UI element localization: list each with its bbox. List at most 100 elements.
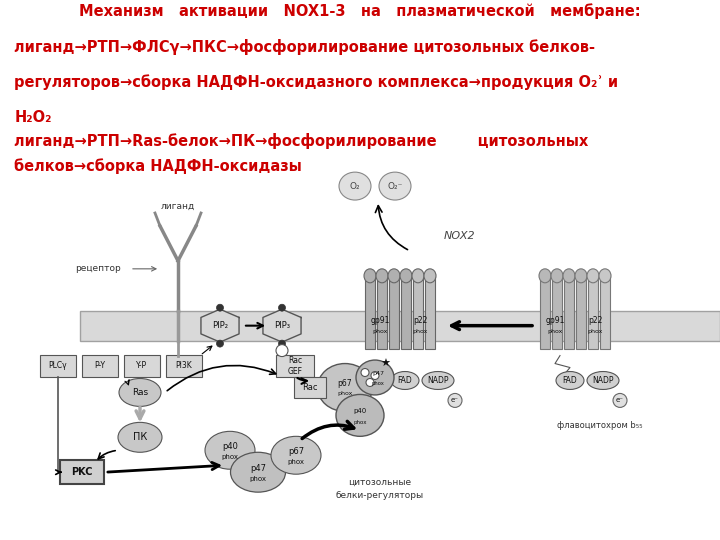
Text: белков→сборка НАДФН-оксидазы: белков→сборка НАДФН-оксидазы bbox=[14, 159, 302, 174]
Ellipse shape bbox=[318, 363, 372, 411]
Text: phox: phox bbox=[372, 381, 384, 386]
Ellipse shape bbox=[279, 304, 286, 311]
Bar bbox=[540, 274, 550, 349]
Polygon shape bbox=[263, 309, 301, 342]
Ellipse shape bbox=[391, 372, 419, 389]
Text: e⁻: e⁻ bbox=[451, 397, 459, 403]
Text: O₂: O₂ bbox=[350, 181, 360, 191]
Ellipse shape bbox=[361, 368, 369, 376]
Bar bbox=[166, 355, 202, 376]
Bar bbox=[377, 274, 387, 349]
Ellipse shape bbox=[587, 269, 599, 283]
Text: цитозольные: цитозольные bbox=[348, 478, 412, 487]
Text: phox: phox bbox=[354, 420, 366, 425]
Text: phox: phox bbox=[250, 476, 266, 482]
Text: phox: phox bbox=[287, 459, 305, 465]
Text: лиганд→РТП→ФЛСγ→ПКС→фосфорилирование цитозольных белков-: лиганд→РТП→ФЛСγ→ПКС→фосфорилирование цит… bbox=[14, 39, 595, 55]
Ellipse shape bbox=[412, 269, 424, 283]
Text: PIP₂: PIP₂ bbox=[212, 321, 228, 330]
Ellipse shape bbox=[119, 379, 161, 407]
Ellipse shape bbox=[613, 394, 627, 407]
Text: PLCγ: PLCγ bbox=[49, 361, 67, 370]
Text: лиганд: лиганд bbox=[161, 201, 195, 211]
Ellipse shape bbox=[587, 372, 619, 389]
Text: лиганд→РТП→Ras-белок→ПК→фосфорилирование        цитозольных: лиганд→РТП→Ras-белок→ПК→фосфорилирование… bbox=[14, 133, 589, 149]
Text: p47: p47 bbox=[372, 371, 384, 376]
Text: p40: p40 bbox=[222, 442, 238, 451]
Ellipse shape bbox=[230, 453, 286, 492]
Text: Rac: Rac bbox=[302, 383, 318, 392]
Polygon shape bbox=[201, 309, 239, 342]
Ellipse shape bbox=[376, 269, 388, 283]
Text: Rac: Rac bbox=[288, 356, 302, 365]
Text: P-Y: P-Y bbox=[94, 361, 106, 370]
Ellipse shape bbox=[356, 360, 394, 395]
Text: p67: p67 bbox=[338, 379, 352, 388]
Text: p67: p67 bbox=[288, 447, 304, 456]
Text: Ras: Ras bbox=[132, 388, 148, 397]
Ellipse shape bbox=[422, 372, 454, 389]
Bar bbox=[82, 355, 118, 376]
Text: FAD: FAD bbox=[397, 376, 413, 385]
Ellipse shape bbox=[400, 269, 412, 283]
Bar bbox=[552, 274, 562, 349]
Ellipse shape bbox=[366, 379, 374, 387]
Text: PIP₃: PIP₃ bbox=[274, 321, 290, 330]
Text: phox: phox bbox=[413, 329, 428, 334]
Bar bbox=[294, 376, 326, 399]
Text: NOX2: NOX2 bbox=[444, 231, 476, 241]
Bar bbox=[600, 274, 610, 349]
Text: gp91: gp91 bbox=[370, 316, 390, 325]
Text: p22: p22 bbox=[413, 316, 427, 325]
Ellipse shape bbox=[379, 172, 411, 200]
Text: NADP: NADP bbox=[593, 376, 613, 385]
Bar bbox=[576, 274, 586, 349]
Text: Механизм   активации   NOX1-3   на   плазматической   мембране:: Механизм активации NOX1-3 на плазматичес… bbox=[79, 3, 641, 19]
Ellipse shape bbox=[276, 345, 288, 356]
Bar bbox=[60, 460, 104, 484]
Text: p47: p47 bbox=[250, 464, 266, 472]
Text: phox: phox bbox=[547, 329, 563, 334]
Ellipse shape bbox=[388, 269, 400, 283]
Text: phox: phox bbox=[222, 454, 238, 460]
Text: e⁻: e⁻ bbox=[616, 397, 624, 403]
Text: FAD: FAD bbox=[562, 376, 577, 385]
Bar bbox=[413, 274, 423, 349]
Ellipse shape bbox=[279, 340, 286, 347]
Text: регуляторов→сборка НАДФН-оксидазного комплекса→продукция О₂ʾ и: регуляторов→сборка НАДФН-оксидазного ком… bbox=[14, 75, 618, 90]
Bar bbox=[276, 355, 314, 376]
Text: p22: p22 bbox=[588, 316, 602, 325]
Bar bbox=[365, 274, 375, 349]
Bar bbox=[588, 274, 598, 349]
Ellipse shape bbox=[563, 269, 575, 283]
Ellipse shape bbox=[599, 269, 611, 283]
Bar bbox=[389, 274, 399, 349]
Text: рецептор: рецептор bbox=[75, 265, 121, 273]
Ellipse shape bbox=[556, 372, 584, 389]
Text: флавоцитохром b₅₅: флавоцитохром b₅₅ bbox=[557, 421, 643, 430]
Bar bbox=[564, 274, 574, 349]
Text: O₂⁻: O₂⁻ bbox=[387, 181, 402, 191]
Ellipse shape bbox=[551, 269, 563, 283]
Ellipse shape bbox=[448, 394, 462, 407]
Text: PI3K: PI3K bbox=[176, 361, 192, 370]
Text: Y-P: Y-P bbox=[136, 361, 148, 370]
Ellipse shape bbox=[217, 340, 223, 347]
Ellipse shape bbox=[339, 172, 371, 200]
Bar bbox=[40, 355, 76, 376]
Ellipse shape bbox=[118, 422, 162, 453]
Bar bbox=[124, 355, 160, 376]
Ellipse shape bbox=[205, 431, 255, 469]
Text: phox: phox bbox=[372, 329, 387, 334]
Text: ПК: ПК bbox=[133, 433, 147, 442]
Text: NADP: NADP bbox=[427, 376, 449, 385]
Text: p40: p40 bbox=[354, 408, 366, 414]
Ellipse shape bbox=[271, 436, 321, 474]
Text: Н₂О₂: Н₂О₂ bbox=[14, 110, 52, 125]
Text: phox: phox bbox=[588, 329, 603, 334]
Bar bbox=[425, 274, 435, 349]
Ellipse shape bbox=[217, 304, 223, 311]
Ellipse shape bbox=[336, 394, 384, 436]
Ellipse shape bbox=[539, 269, 551, 283]
Ellipse shape bbox=[575, 269, 587, 283]
